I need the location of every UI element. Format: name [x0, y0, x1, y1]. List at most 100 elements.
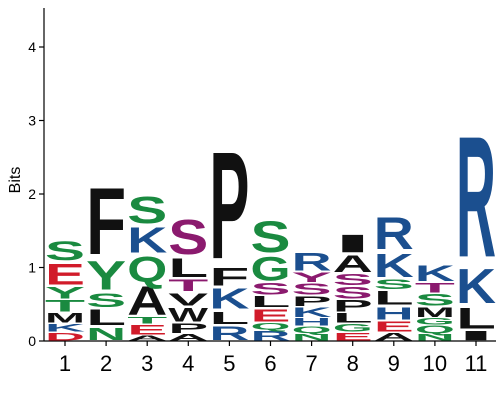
- logo-letter-G: G: [415, 316, 455, 326]
- logo-letter-A: A: [127, 334, 167, 342]
- x-tick-label: 4: [182, 351, 194, 376]
- logo-letter-P: P: [168, 321, 208, 336]
- logo-letter-L: L: [86, 305, 126, 330]
- logo-letter-I: I: [333, 229, 373, 257]
- logo-letter-K: K: [415, 261, 456, 286]
- logo-letter-W: W: [168, 304, 208, 326]
- logo-letter-S: S: [45, 236, 85, 266]
- x-tick-label: 11: [465, 351, 488, 376]
- logo-letter-G: G: [251, 250, 291, 288]
- y-axis-label: Bits: [7, 167, 24, 194]
- logo-letter-A: A: [168, 333, 208, 343]
- logo-letter-K: K: [45, 322, 85, 334]
- logo-letter-R: R: [251, 328, 291, 343]
- logo-letter-N: N: [86, 324, 126, 344]
- x-tick-label: 3: [141, 351, 153, 376]
- logo-letter-M: M: [45, 311, 85, 326]
- logo-letter-D: D: [45, 331, 85, 343]
- logo-letter-E: E: [333, 331, 373, 343]
- logo-letter-A: A: [127, 279, 167, 324]
- logo-letter-Q: Q: [292, 325, 332, 335]
- logo-letter-S: S: [333, 271, 373, 288]
- logo-letter-I: I: [456, 328, 496, 343]
- y-axis: 0 1 2 3 4 Bits: [7, 8, 45, 349]
- logo-letter-Q: Q: [127, 250, 167, 290]
- logo-letter-N: N: [292, 333, 332, 343]
- logo-letter-L: L: [168, 253, 208, 283]
- logo-letter-L: L: [456, 302, 496, 335]
- logo-letter-S: S: [127, 189, 167, 231]
- logo-letter-P: P: [292, 294, 332, 309]
- logo-letter-E: E: [45, 258, 85, 291]
- logo-letter-L: L: [209, 308, 249, 328]
- logo-letter-S: S: [374, 277, 414, 292]
- logo-letter-R: R: [209, 322, 249, 344]
- logo-letter-A: A: [374, 331, 414, 343]
- logo-letter-K: K: [374, 247, 414, 284]
- logo-letter-L: L: [374, 287, 414, 309]
- logo-letter-G: G: [333, 322, 373, 334]
- logo-letter-Q: Q: [251, 321, 291, 331]
- logo-letter-E: E: [374, 319, 414, 335]
- logo-letter-E: E: [251, 306, 291, 326]
- logo-letter-S: S: [251, 212, 291, 262]
- logo-letter-T: T: [415, 281, 455, 296]
- logo-letter-T: T: [168, 277, 208, 295]
- logo-letter-S: S: [292, 281, 332, 298]
- x-tick-label: 6: [264, 351, 276, 376]
- x-axis: 1 2 3 4 5 6 7 8 9 10 11: [44, 340, 496, 376]
- y-tick-label: 0: [28, 333, 36, 349]
- logo-letter-E: E: [127, 323, 167, 338]
- logo-letter-H: H: [292, 316, 332, 328]
- logo-letter-V: V: [168, 290, 209, 310]
- logo-letter-K: K: [209, 283, 249, 315]
- logo-letter-S: S: [415, 291, 455, 309]
- logo-letter-L: L: [333, 311, 373, 326]
- logo-letter-F: F: [209, 262, 249, 290]
- logo-letter-T: T: [127, 316, 168, 326]
- logo-letter-F: F: [86, 169, 126, 275]
- x-tick-label: 10: [423, 351, 447, 376]
- x-tick-label: 8: [347, 351, 359, 376]
- y-tick-label: 2: [28, 186, 36, 202]
- logo-letter-M: M: [415, 305, 455, 320]
- logo-letter-S: S: [333, 284, 373, 302]
- logo-letter-A: A: [333, 251, 373, 278]
- x-tick-label: 5: [223, 351, 235, 376]
- logo-letter-K: K: [127, 220, 167, 260]
- logo-letter-K: K: [292, 305, 332, 320]
- logo-letter-S: S: [251, 280, 291, 298]
- logo-letter-R: R: [292, 248, 332, 276]
- logo-letter-L: L: [251, 294, 291, 311]
- x-tick-label: 9: [388, 351, 400, 376]
- logo-letter-R: R: [374, 208, 414, 259]
- logo-letter-N: N: [415, 333, 455, 343]
- logo-letter-P: P: [333, 297, 373, 315]
- logo-letter-Y: Y: [292, 270, 332, 285]
- x-tick-label: 7: [305, 351, 317, 376]
- logo-letter-S: S: [86, 290, 126, 312]
- logo-stacks: DKMTYESNLSYFAETAQKSAPWVTLSRLKFPRQELSGSNQ…: [45, 101, 496, 344]
- logo-letter-Y: Y: [86, 253, 126, 298]
- logo-letter-R: R: [456, 101, 496, 294]
- logo-letter-K: K: [456, 259, 496, 315]
- x-tick-label: 1: [59, 351, 71, 376]
- y-tick-label: 4: [28, 39, 36, 55]
- logo-letter-P: P: [209, 120, 249, 291]
- y-tick-label: 1: [28, 260, 36, 276]
- logo-letter-S: S: [168, 209, 208, 265]
- y-tick-label: 3: [28, 113, 36, 129]
- x-tick-label: 2: [100, 351, 112, 376]
